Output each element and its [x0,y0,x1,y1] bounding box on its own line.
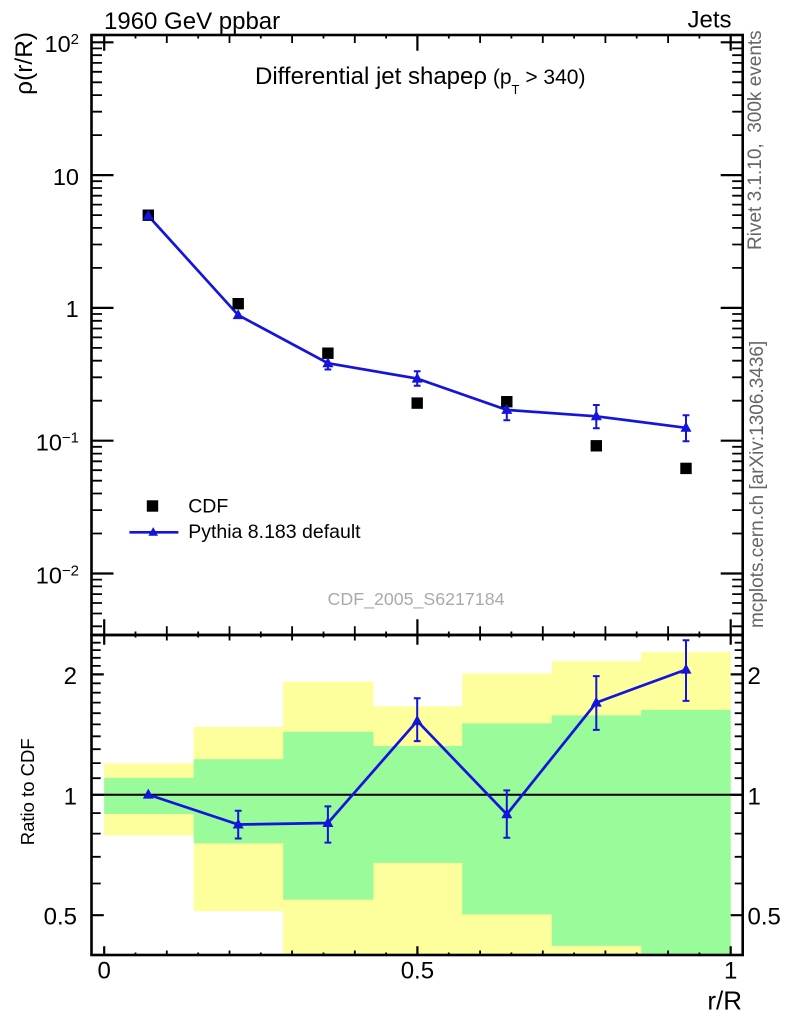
svg-text:1: 1 [748,783,761,810]
svg-text:Pythia 8.183 default: Pythia 8.183 default [188,521,361,543]
svg-text:ρ(r/R): ρ(r/R) [11,32,38,95]
svg-text:0.5: 0.5 [44,904,77,931]
svg-text:0.5: 0.5 [748,904,781,931]
svg-text:2: 2 [748,663,761,690]
svg-text:0.5: 0.5 [401,958,434,985]
svg-text:Rivet 3.1.10, 300k events: Rivet 3.1.10, 300k events [745,30,766,250]
svg-text:CDF_2005_S6217184: CDF_2005_S6217184 [328,589,505,610]
svg-text:1: 1 [724,958,737,985]
svg-text:1: 1 [64,783,77,810]
svg-text:mcplots.cern.ch [arXiv:1306.34: mcplots.cern.ch [arXiv:1306.3436] [747,341,768,628]
svg-text:1: 1 [66,296,79,322]
svg-text:10−1: 10−1 [36,430,79,456]
svg-text:r/R: r/R [707,986,742,1016]
svg-text:Jets: Jets [687,7,731,34]
svg-text:1960 GeV ppbar: 1960 GeV ppbar [104,8,280,35]
svg-text:0: 0 [98,958,111,985]
svg-text:CDF: CDF [188,495,228,517]
svg-text:Ratio to CDF: Ratio to CDF [17,738,38,845]
svg-text:2: 2 [64,663,77,690]
svg-text:10: 10 [53,164,79,190]
